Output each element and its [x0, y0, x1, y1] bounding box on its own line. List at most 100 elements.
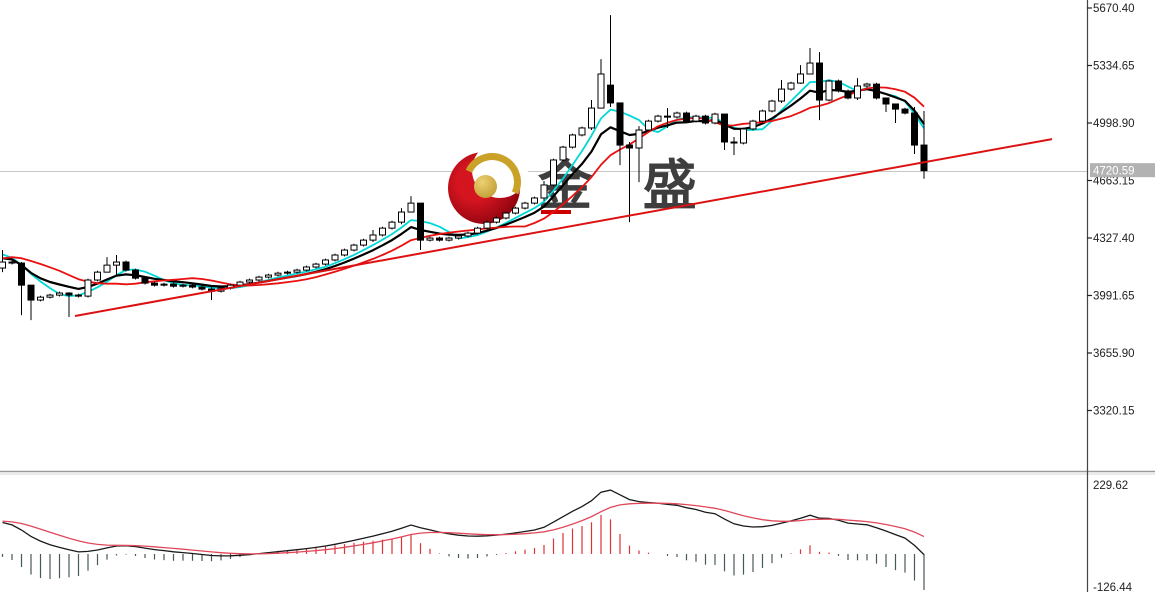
- candle-down: [616, 102, 624, 146]
- candle-up: [331, 254, 339, 261]
- candle-down: [882, 97, 890, 105]
- last-price-badge: [1090, 163, 1155, 178]
- candle-down: [626, 144, 633, 149]
- candle-down: [901, 108, 909, 114]
- candle-up: [645, 120, 652, 131]
- candle-up: [103, 264, 111, 273]
- candle-up: [265, 274, 272, 278]
- candle-up: [303, 266, 310, 271]
- candle-up: [398, 211, 405, 223]
- macd-line-dea: [2, 502, 925, 555]
- candle-up: [56, 292, 63, 296]
- candle-up: [578, 127, 586, 136]
- logo-gold-ball: [474, 175, 497, 198]
- candle-up: [407, 202, 415, 213]
- trend-line: [74, 138, 1053, 317]
- axis-tick-label: 4998.90: [1093, 118, 1135, 130]
- brand-watermark: 金 盛: [448, 142, 708, 227]
- candle-up: [84, 279, 92, 297]
- candle-up: [863, 83, 871, 87]
- candle-up: [673, 112, 681, 118]
- candle-up: [255, 276, 263, 281]
- axis-tick-label: 5670.40: [1093, 3, 1135, 15]
- candle-up: [654, 115, 662, 122]
- candle-up: [635, 129, 643, 149]
- candle-down: [141, 277, 149, 284]
- candle-up: [179, 284, 187, 287]
- brand-underline: [541, 210, 571, 214]
- candle-down: [607, 84, 614, 104]
- candle-up: [474, 227, 481, 234]
- macd-axis-top-label: 229.62: [1093, 480, 1128, 492]
- macd-axis-bottom-label: -126.44: [1093, 582, 1133, 592]
- candle-down: [436, 237, 443, 241]
- candle-up: [445, 237, 453, 241]
- candle-down: [844, 90, 852, 99]
- candle-up: [531, 197, 538, 204]
- candle-down: [892, 103, 899, 110]
- candle-up: [749, 120, 757, 130]
- macd-line-dif: [2, 489, 925, 557]
- last-price-value: 4720.59: [1093, 166, 1135, 178]
- candle-down: [816, 62, 823, 101]
- candle-down: [664, 115, 671, 118]
- ma-line-fast: [2, 79, 925, 298]
- candle-down: [27, 284, 35, 301]
- candle-down: [198, 286, 206, 290]
- candle-down: [911, 112, 918, 146]
- candle-up: [854, 85, 861, 99]
- candle-down: [702, 115, 709, 124]
- axis-tick-label: 3655.90: [1093, 348, 1135, 360]
- candle-up: [274, 272, 282, 276]
- candle-up: [0, 261, 6, 269]
- axis-tick-label: 5334.65: [1093, 60, 1135, 72]
- candle-up: [559, 146, 567, 161]
- brand-name: 金 盛: [538, 154, 713, 217]
- candle-up: [46, 294, 54, 298]
- candle-up: [246, 279, 253, 283]
- candle-down: [721, 113, 728, 143]
- candle-up: [37, 296, 44, 301]
- candle-down: [8, 261, 16, 264]
- candle-up: [464, 232, 472, 237]
- candle-up: [113, 261, 120, 266]
- candle-up: [797, 73, 804, 84]
- candle-up: [293, 269, 301, 273]
- trendline-layer: [74, 138, 1053, 317]
- axis-tick-label: 4663.15: [1093, 175, 1135, 187]
- candle-up: [540, 184, 548, 199]
- candle-down: [18, 262, 25, 286]
- candle-up: [569, 134, 576, 148]
- candle-up: [322, 259, 329, 265]
- candle-up: [787, 82, 795, 90]
- candle-up: [236, 281, 244, 286]
- candle-up: [521, 202, 529, 209]
- candle-up: [512, 207, 519, 214]
- candle-up: [284, 271, 291, 274]
- candle-up: [502, 212, 510, 219]
- axis-tick-label: 3320.15: [1093, 405, 1135, 417]
- axis-tick-label: 3991.65: [1093, 290, 1135, 302]
- brand-logo-icon: [448, 142, 530, 224]
- candle-up: [160, 283, 168, 286]
- candle-up: [768, 100, 776, 112]
- candle-up: [388, 221, 396, 229]
- candle-up: [740, 128, 747, 144]
- candle-up: [483, 221, 491, 229]
- candle-down: [417, 202, 424, 241]
- candle-up: [588, 107, 595, 129]
- candle-up: [350, 244, 358, 251]
- candle-up: [360, 239, 367, 246]
- candle-up: [426, 237, 434, 241]
- macd-panel-layer: [1, 489, 925, 590]
- candle-up: [379, 227, 386, 236]
- candles-layer: [0, 15, 928, 321]
- candle-up: [806, 62, 814, 75]
- candle-up: [550, 159, 557, 186]
- candle-up: [493, 217, 500, 223]
- candle-up: [341, 249, 348, 256]
- candle-up: [455, 235, 462, 239]
